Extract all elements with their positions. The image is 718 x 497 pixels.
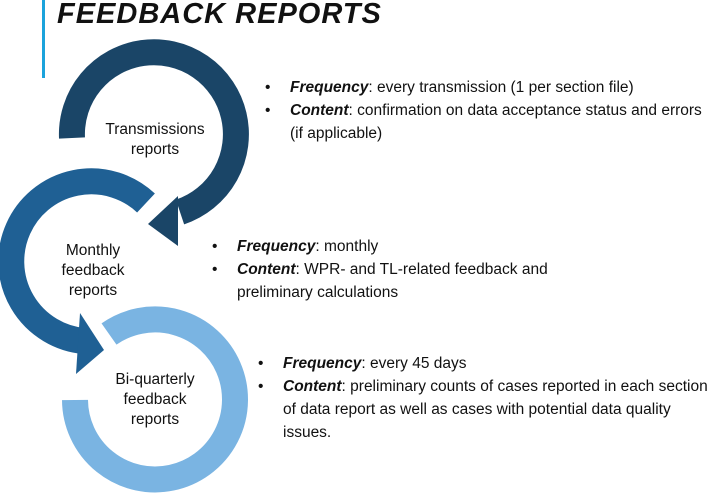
transmissions-arrowhead — [148, 196, 178, 246]
content-item: • Content: confirmation on data acceptanc… — [265, 99, 710, 145]
bullet-icon: • — [265, 102, 271, 119]
bi-quarterly-ring — [62, 306, 248, 493]
frequency-item: • Frequency: every transmission (1 per se… — [265, 76, 710, 99]
title-accent-bar — [42, 0, 45, 78]
frequency-text: : monthly — [315, 238, 379, 255]
content-label: Content — [283, 378, 342, 395]
transmissions-ring-arrow — [58, 39, 249, 225]
frequency-item: • Frequency: monthly — [212, 235, 612, 258]
content-text: : confirmation on data acceptance status… — [290, 102, 702, 142]
bullet-icon: • — [258, 355, 264, 372]
monthly-details: • Frequency: monthly • Content: WPR- and T… — [212, 235, 612, 304]
slide-title: FEEDBACK REPORTS — [57, 0, 382, 30]
frequency-label: Frequency — [290, 79, 369, 96]
bi-quarterly-details: • Frequency: every 45 days • Content: prel… — [258, 352, 713, 444]
monthly-arrowhead — [76, 313, 104, 374]
monthly-ring-arrow — [0, 168, 155, 354]
bullet-icon: • — [265, 79, 271, 96]
frequency-label: Frequency — [237, 238, 316, 255]
frequency-text: : every transmission (1 per section file… — [368, 79, 634, 96]
content-label: Content — [290, 102, 349, 119]
frequency-label: Frequency — [283, 355, 362, 372]
content-text: : WPR- and TL-related feedback and preli… — [237, 261, 548, 301]
bullet-icon: • — [212, 238, 218, 255]
bullet-icon: • — [212, 261, 218, 278]
frequency-text: : every 45 days — [361, 355, 467, 372]
content-label: Content — [237, 261, 296, 278]
frequency-item: • Frequency: every 45 days — [258, 352, 713, 375]
monthly-feedback-reports-label: Monthly feedback reports — [61, 242, 125, 299]
bi-quarterly-feedback-reports-label: Bi-quarterly feedback reports — [115, 371, 195, 428]
content-item: • Content: preliminary counts of cases re… — [258, 375, 713, 444]
content-item: • Content: WPR- and TL-related feedback a… — [212, 258, 612, 304]
transmissions-details: • Frequency: every transmission (1 per se… — [265, 76, 710, 145]
content-text: : preliminary counts of cases reported i… — [283, 378, 708, 441]
bullet-icon: • — [258, 378, 264, 395]
transmissions-reports-label: Transmissions reports — [105, 121, 205, 158]
